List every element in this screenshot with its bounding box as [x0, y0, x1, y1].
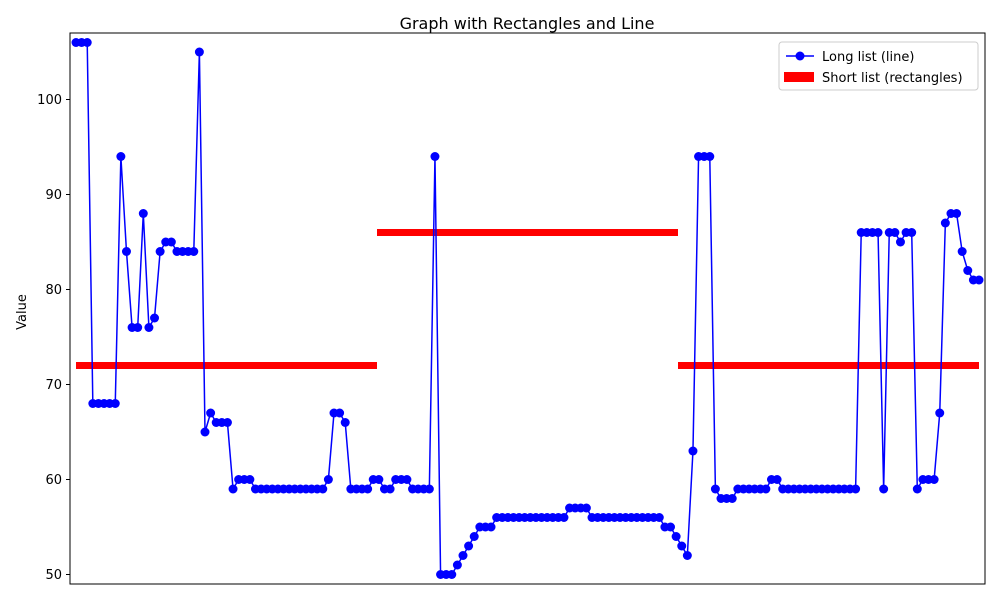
legend-rect-label: Short list (rectangles) — [822, 71, 963, 86]
data-point — [974, 275, 984, 285]
data-point — [133, 323, 143, 332]
data-point — [189, 247, 199, 256]
y-tick-label: 80 — [45, 283, 62, 298]
legend-box — [778, 41, 979, 91]
data-point — [559, 513, 569, 522]
data-point — [318, 484, 328, 494]
data-point — [138, 209, 148, 218]
data-point — [402, 475, 412, 484]
data-point — [912, 484, 922, 494]
data-point — [688, 446, 698, 456]
chart-title: Graph with Rectangles and Line — [400, 14, 655, 33]
data-point — [424, 484, 434, 494]
data-point — [222, 418, 232, 427]
data-point — [200, 427, 210, 437]
data-point — [935, 408, 945, 418]
data-point — [385, 484, 395, 494]
data-point — [374, 475, 384, 484]
data-point — [194, 47, 204, 57]
data-point — [150, 313, 160, 323]
data-point — [727, 494, 737, 503]
data-point — [121, 247, 131, 256]
y-tick-label: 60 — [45, 473, 62, 488]
line-series-layer — [71, 38, 984, 579]
data-point — [682, 551, 692, 560]
rect-bar-0 — [76, 362, 377, 369]
data-point — [671, 532, 681, 541]
data-point — [666, 522, 676, 532]
data-point — [340, 418, 350, 427]
data-point — [772, 475, 782, 484]
plot-frame — [69, 32, 986, 585]
data-point — [82, 38, 92, 47]
data-point — [166, 237, 176, 247]
data-point — [761, 484, 771, 494]
data-point — [929, 475, 939, 484]
legend: Long list (line) Short list (rectangles) — [778, 41, 979, 91]
data-point — [323, 475, 333, 484]
data-point — [363, 484, 373, 494]
data-point — [469, 532, 479, 541]
y-tick-label: 50 — [45, 568, 62, 583]
rectangles-layer — [76, 229, 979, 369]
data-point — [116, 152, 126, 161]
data-point — [957, 247, 967, 256]
data-point — [851, 484, 861, 494]
rect-bar-2 — [678, 362, 979, 369]
data-point — [206, 408, 216, 418]
data-point — [654, 513, 664, 522]
data-point — [581, 503, 591, 513]
data-point — [890, 228, 900, 237]
y-tick-label: 70 — [45, 378, 62, 393]
data-point — [879, 484, 889, 494]
legend-rect-swatch — [784, 72, 814, 82]
data-point — [677, 541, 687, 551]
data-point — [335, 408, 345, 418]
data-point — [464, 541, 474, 551]
data-point — [144, 323, 154, 332]
y-tick-label: 90 — [45, 188, 62, 203]
legend-line-marker — [795, 51, 805, 61]
legend-line-label: Long list (line) — [822, 50, 914, 65]
data-point — [155, 247, 165, 256]
data-point — [705, 152, 715, 161]
data-point — [486, 522, 496, 532]
data-point — [952, 209, 962, 218]
data-point — [873, 228, 883, 237]
y-tick-label: 100 — [37, 93, 62, 108]
data-point — [458, 551, 468, 560]
data-point — [245, 475, 255, 484]
data-point — [907, 228, 917, 237]
series-line — [76, 41, 979, 576]
data-point — [963, 266, 973, 275]
data-point — [895, 237, 905, 247]
data-point — [110, 399, 120, 408]
rect-bar-1 — [377, 229, 678, 236]
data-point — [447, 570, 457, 579]
data-point — [710, 484, 720, 494]
data-point — [452, 560, 462, 570]
data-point — [228, 484, 238, 494]
data-point — [940, 218, 950, 228]
y-axis-label: Value — [15, 294, 30, 330]
data-point — [430, 152, 440, 161]
y-ticks-layer: 50 60 70 80 90 100 — [37, 93, 70, 583]
